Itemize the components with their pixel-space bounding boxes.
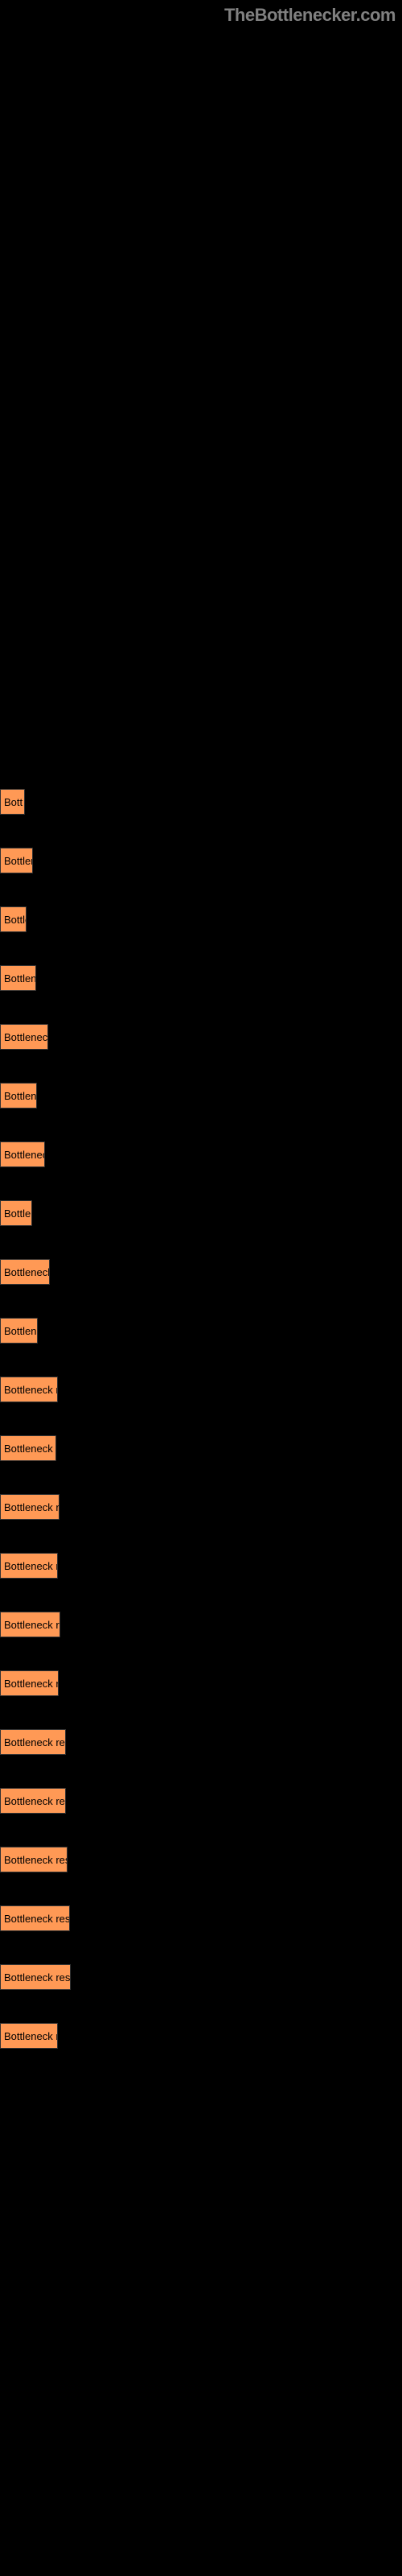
bar-row: Bottleneck r: [0, 1141, 402, 1167]
bar: Bottlened: [0, 848, 33, 873]
bar: Bottleneck result: [0, 1729, 66, 1755]
bar-row: Bottle: [0, 906, 402, 932]
bar-row: Bottleneck: [0, 1318, 402, 1344]
bar: Bottleneck result: [0, 1553, 58, 1579]
bar-row: Bottleneck re: [0, 1024, 402, 1050]
bar-row: Bottleneck result: [0, 1377, 402, 1402]
bar-row: Bottleneck result: [0, 1905, 402, 1931]
bar: Bottleneck result: [0, 1435, 56, 1461]
watermark-text: TheBottlenecker.com: [224, 5, 396, 26]
bar-row: Bottleneck result: [0, 1729, 402, 1755]
bar-row: Bottleneck result: [0, 1670, 402, 1696]
bar: Bottleneck result: [0, 1847, 68, 1872]
bar: Bott: [0, 789, 25, 815]
bar: Bottleneck re: [0, 1024, 48, 1050]
bar: Bottleneck res: [0, 1259, 50, 1285]
bar-row: Bottleneck result: [0, 1788, 402, 1814]
bar-row: Bottleneck: [0, 1083, 402, 1108]
bar-row: Bottleneck: [0, 965, 402, 991]
bar-row: Bottlene: [0, 1200, 402, 1226]
bar: Bottleneck result: [0, 1670, 59, 1696]
bar: Bottlene: [0, 1200, 32, 1226]
bar: Bottle: [0, 906, 27, 932]
top-spacer: [0, 0, 402, 789]
bar: Bottleneck: [0, 1083, 37, 1108]
bar: Bottleneck result: [0, 1377, 58, 1402]
bar-row: Bottleneck result: [0, 1612, 402, 1637]
bar-row: Bottleneck result: [0, 1964, 402, 1990]
bar: Bottleneck result: [0, 2023, 58, 2049]
bar-row: Bottleneck result: [0, 1553, 402, 1579]
bar-row: Bott: [0, 789, 402, 815]
bar: Bottleneck result: [0, 1612, 60, 1637]
bar: Bottleneck result: [0, 1964, 71, 1990]
bar: Bottleneck: [0, 965, 36, 991]
bar-row: Bottleneck result: [0, 1847, 402, 1872]
bar-row: Bottleneck result: [0, 1435, 402, 1461]
bar: Bottleneck result: [0, 1788, 66, 1814]
bar: Bottleneck r: [0, 1141, 45, 1167]
bar: Bottleneck result: [0, 1494, 59, 1520]
bar-row: Bottlened: [0, 848, 402, 873]
bar: Bottleneck result: [0, 1905, 70, 1931]
bar-chart: Bott Bottlened Bottle Bottleneck Bottleneck …: [0, 789, 402, 2049]
bar-row: Bottleneck res: [0, 1259, 402, 1285]
bar-row: Bottleneck result: [0, 2023, 402, 2049]
bar-row: Bottleneck result: [0, 1494, 402, 1520]
bar: Bottleneck: [0, 1318, 38, 1344]
